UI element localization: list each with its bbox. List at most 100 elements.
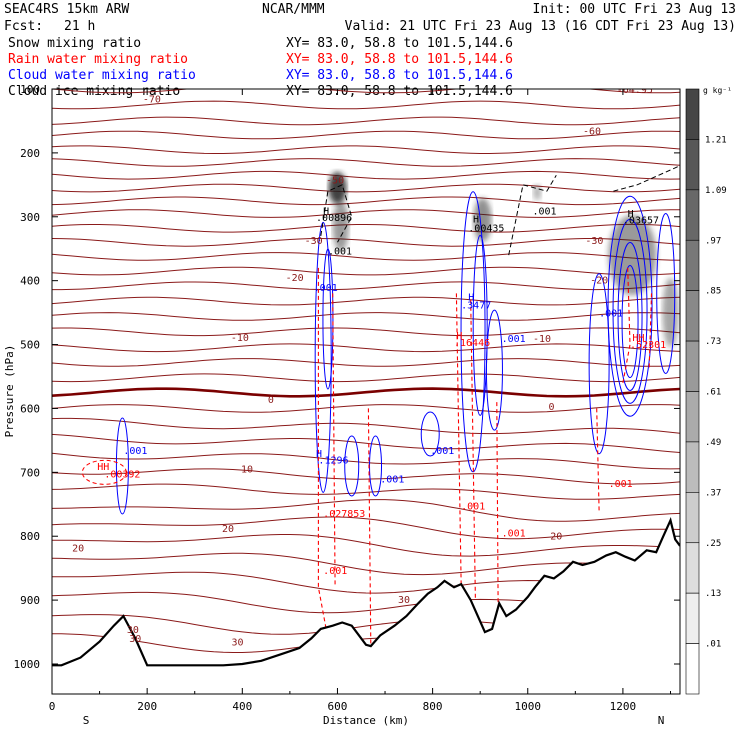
temperature-contour — [52, 433, 680, 453]
contour-label: .16446 — [454, 338, 490, 349]
endpoint-left-label: S — [83, 714, 90, 727]
contour-label: .1296 — [318, 456, 348, 467]
temperature-contour — [52, 534, 680, 557]
contour-label: H — [316, 449, 322, 460]
rain-contour — [496, 402, 499, 633]
temperature-contour — [52, 158, 680, 167]
contour-label: .00435 — [468, 224, 504, 235]
colorbar-swatch — [685, 592, 700, 644]
temperature-label: -70 — [143, 95, 161, 106]
y-tick-label: 700 — [20, 466, 40, 479]
temperature-label: 30 — [127, 625, 139, 636]
valid-time: Valid: 21 UTC Fri 23 Aug 13 (16 CDT Fri … — [345, 19, 736, 34]
x-tick-label: 800 — [423, 700, 443, 713]
temperature-label: -10 — [231, 333, 249, 344]
cloud-water-contour — [115, 417, 129, 515]
field-label-cloud-water: Cloud water mixing ratio — [8, 68, 196, 83]
cloud-ice-contour — [320, 184, 353, 243]
field-label-cloud-ice: Cloud ice mixing ratio — [8, 84, 180, 99]
colorbar-swatch — [685, 542, 700, 594]
y-tick-label: 300 — [20, 211, 40, 224]
temperature-label: 20 — [550, 532, 562, 543]
contour-label: .001 — [533, 206, 557, 217]
cloud-ice-contour — [613, 165, 680, 192]
colorbar-label: .25 — [705, 539, 721, 549]
temperature-contour — [52, 252, 680, 261]
cloud-water-contour — [621, 265, 639, 379]
contour-label: .001 — [599, 309, 623, 320]
y-tick-label: 400 — [20, 275, 40, 288]
colorbar-swatch — [685, 290, 700, 342]
x-tick-label: 0 — [49, 700, 56, 713]
temperature-label: -60 — [583, 127, 601, 138]
colorbar-label: .49 — [705, 438, 721, 448]
init-time: Init: 00 UTC Fri 23 Aug 13 — [533, 2, 737, 17]
colorbar-swatch — [685, 391, 700, 443]
temperature-contour — [52, 89, 680, 94]
y-tick-label: 600 — [20, 402, 40, 415]
contour-label: HH — [97, 462, 109, 473]
temperature-contour — [52, 183, 680, 193]
rain-contour — [470, 299, 476, 601]
plot-area: -70 -64.95 -60 -50 -30 -30 -20 -20 -10 -10 0 0 10 20 2… — [52, 85, 680, 694]
cloud-water-contour — [472, 234, 488, 416]
temperature-label: 10 — [241, 465, 253, 476]
temperature-contour — [52, 237, 680, 247]
contour-label: H — [473, 215, 479, 226]
colorbar: 1.21 1.09 .97 .85 .73 .61 .49 .37 .25 .13 .01 g kg⁻… — [685, 86, 732, 695]
terrain-fill — [52, 520, 680, 694]
contour-label: H — [468, 293, 474, 304]
temperature-label: -10 — [533, 334, 551, 345]
colorbar-label: 1.21 — [705, 135, 727, 145]
contour-label: .001 — [502, 528, 526, 539]
x-axis-label: Distance (km) — [323, 714, 409, 727]
temperature-label: 0 — [268, 395, 274, 406]
y-axis-label: Pressure (hPa) — [3, 345, 16, 438]
cloud-water-contour — [314, 221, 332, 493]
rain-contour — [81, 459, 127, 485]
temperature-label: -30 — [585, 236, 603, 247]
temperature-contour — [52, 404, 680, 413]
field-xy-rain: XY= 83.0, 58.8 to 101.5,144.6 — [286, 52, 513, 67]
colorbar-label: .73 — [705, 337, 721, 347]
colorbar-label: .37 — [705, 488, 721, 498]
colorbar-swatch — [685, 492, 700, 544]
contour-label: H — [628, 209, 634, 220]
x-tick-label: 1200 — [610, 700, 637, 713]
contour-label: .001 — [461, 502, 485, 513]
terrain-line — [52, 516, 680, 667]
cloud-water-contour — [612, 218, 648, 404]
temperature-contour — [52, 483, 680, 500]
temperature-label: 20 — [222, 524, 234, 535]
contour-label: HH — [632, 333, 644, 344]
temperature-label: 0 — [549, 402, 555, 413]
temperature-label: -20 — [286, 273, 304, 284]
fcst-label: Fcst: — [4, 19, 43, 34]
contour-label: .001 — [123, 446, 147, 457]
model-title: SEAC4RS 15km ARW — [4, 2, 129, 17]
x-tick-label: 1000 — [515, 700, 542, 713]
x-tick-label: 400 — [232, 700, 252, 713]
colorbar-swatch — [685, 239, 700, 291]
y-tick-label: 500 — [20, 339, 40, 352]
contour-label: .001 — [328, 247, 352, 258]
colorbar-swatch — [685, 88, 700, 140]
colorbar-swatch — [685, 139, 700, 191]
y-tick-label: 200 — [20, 147, 40, 160]
temperature-contour — [52, 281, 680, 291]
field-label-snow: Snow mixing ratio — [8, 36, 141, 51]
temperature-label: -64.95 — [617, 85, 653, 96]
colorbar-label: .85 — [705, 287, 721, 297]
temperature-label: -50 — [326, 176, 344, 187]
cloud-water-contour — [344, 435, 360, 497]
contour-label: .001 — [323, 566, 347, 577]
temperature-contour — [52, 327, 680, 337]
contour-label: H — [323, 206, 329, 217]
contour-label: .027853 — [323, 509, 365, 520]
temperature-contour — [52, 170, 680, 180]
temperature-contour — [52, 452, 680, 470]
temperature-contour — [52, 266, 680, 276]
temperature-contour — [52, 373, 680, 383]
